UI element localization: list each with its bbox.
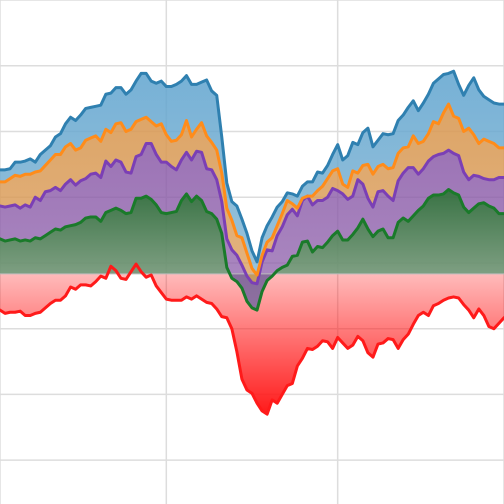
series-line-orange [0, 102, 504, 277]
series-line-green [0, 188, 504, 312]
band-fill-purple [0, 143, 504, 311]
series-lines [0, 69, 504, 416]
negative-area-fill [0, 264, 504, 415]
area-fills [0, 71, 504, 415]
band-fill-green [0, 189, 504, 311]
band-fill-orange [0, 104, 504, 284]
band-fill-blue [0, 71, 504, 276]
series-line-purple [0, 142, 504, 286]
series-line-red [0, 262, 504, 416]
series-line-blue [0, 69, 504, 264]
